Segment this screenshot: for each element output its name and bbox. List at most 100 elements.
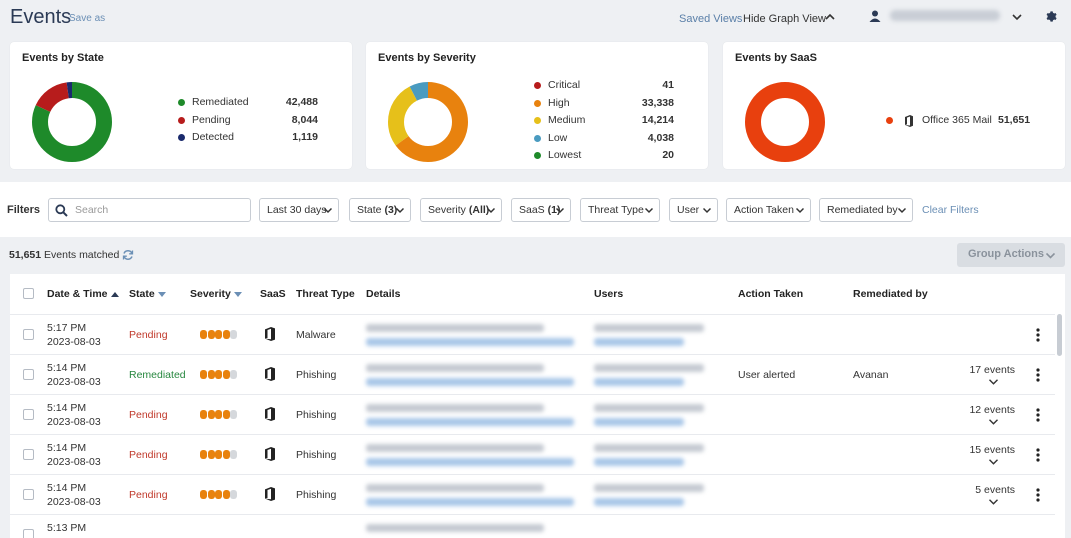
search-input[interactable]: Search (48, 198, 251, 222)
chevron-down-icon[interactable] (989, 499, 998, 505)
users-link-redacted[interactable] (594, 338, 684, 346)
legend-dot (534, 152, 541, 159)
details-redacted[interactable] (366, 524, 544, 532)
row-events-count[interactable]: 17 events (969, 364, 1015, 376)
column-header-details[interactable]: Details (366, 288, 401, 300)
row-checkbox[interactable] (23, 369, 34, 380)
severity-segment (207, 450, 215, 459)
more-options-icon[interactable] (1036, 448, 1040, 462)
legend-label: Detected (192, 131, 235, 143)
column-header-action-taken[interactable]: Action Taken (738, 288, 804, 300)
filter-user[interactable]: User (669, 198, 718, 222)
hide-graph-view-button[interactable]: Hide Graph View (743, 13, 826, 25)
legend-dot (178, 99, 185, 106)
filter-state[interactable]: State (3) (349, 198, 411, 222)
users-link-redacted[interactable] (594, 458, 684, 466)
table-scrollbar[interactable] (1057, 314, 1062, 356)
select-all-checkbox[interactable] (23, 288, 34, 299)
legend-item-pending[interactable]: Pending 8,044 (178, 114, 318, 128)
refresh-icon[interactable] (122, 249, 134, 261)
legend-item-low[interactable]: Low 4,038 (534, 132, 674, 146)
row-checkbox[interactable] (23, 329, 34, 340)
users-redacted (594, 364, 704, 372)
row-checkbox[interactable] (23, 529, 34, 538)
severity-indicator (200, 330, 237, 339)
events-table: Date & Time State Severity SaaS Threat T… (10, 274, 1065, 538)
details-redacted[interactable] (366, 444, 544, 452)
more-options-icon[interactable] (1036, 328, 1040, 342)
filter-remediated-by[interactable]: Remediated by (819, 198, 913, 222)
details-redacted[interactable] (366, 404, 544, 412)
filter-threat-type[interactable]: Threat Type (580, 198, 660, 222)
row-events-count[interactable]: 5 events (975, 484, 1015, 496)
column-header-remediated-by[interactable]: Remediated by (853, 288, 928, 300)
details-link-redacted[interactable] (366, 498, 574, 506)
table-row[interactable]: 5:14 PM 2023-08-03 Pending Phishing 5 events (10, 474, 1055, 514)
legend-item-remediated[interactable]: Remediated 42,488 (178, 96, 318, 110)
table-row[interactable]: 5:14 PM 2023-08-03 Pending Phishing 15 event… (10, 434, 1055, 474)
legend-item-critical[interactable]: Critical 41 (534, 79, 674, 93)
filter-action-taken[interactable]: Action Taken (726, 198, 811, 222)
legend-item-lowest[interactable]: Lowest 20 (534, 149, 674, 163)
saved-views-link[interactable]: Saved Views (679, 13, 743, 25)
column-header-date[interactable]: Date & Time (47, 288, 119, 300)
details-redacted[interactable] (366, 484, 544, 492)
table-row[interactable]: 5:14 PM 2023-08-03 Remediated Phishing User … (10, 354, 1055, 394)
users-redacted (594, 484, 704, 492)
filter-saas[interactable]: SaaS (1) (511, 198, 571, 222)
severity-indicator (200, 450, 237, 459)
row-checkbox[interactable] (23, 449, 34, 460)
state-donut-chart[interactable] (30, 80, 114, 164)
group-actions-button[interactable]: Group Actions (957, 243, 1065, 267)
card-title: Events by Severity (378, 52, 476, 64)
saas-donut-chart[interactable] (743, 80, 827, 164)
column-header-state[interactable]: State (129, 288, 166, 300)
row-checkbox[interactable] (23, 489, 34, 500)
users-link-redacted[interactable] (594, 418, 684, 426)
users-link-redacted[interactable] (594, 498, 684, 506)
chevron-down-icon[interactable] (1012, 12, 1022, 22)
details-redacted[interactable] (366, 364, 544, 372)
filter-severity[interactable]: Severity (All) (420, 198, 502, 222)
more-options-icon[interactable] (1036, 488, 1040, 502)
legend-item-medium[interactable]: Medium 14,214 (534, 114, 674, 128)
table-row[interactable]: 5:14 PM 2023-08-03 Pending Phishing 12 event… (10, 394, 1055, 434)
details-link-redacted[interactable] (366, 418, 574, 426)
clear-filters-link[interactable]: Clear Filters (922, 204, 979, 216)
severity-segment (207, 330, 215, 339)
details-redacted[interactable] (366, 324, 544, 332)
column-header-severity[interactable]: Severity (190, 288, 242, 300)
severity-donut-chart[interactable] (386, 80, 470, 164)
legend-item-detected[interactable]: Detected 1,119 (178, 131, 318, 145)
legend-label: Low (548, 131, 568, 144)
users-link-redacted[interactable] (594, 378, 684, 386)
column-header-threat-type[interactable]: Threat Type (296, 288, 355, 300)
legend-item-high[interactable]: High 33,338 (534, 97, 674, 111)
details-link-redacted[interactable] (366, 458, 574, 466)
filter-date-range[interactable]: Last 30 days (259, 198, 339, 222)
column-header-saas[interactable]: SaaS (260, 288, 286, 300)
more-options-icon[interactable] (1036, 408, 1040, 422)
gear-icon[interactable] (1044, 10, 1057, 23)
details-link-redacted[interactable] (366, 378, 574, 386)
row-events-count[interactable]: 12 events (969, 404, 1015, 416)
details-link-redacted[interactable] (366, 338, 574, 346)
chevron-up-icon[interactable] (825, 12, 835, 22)
user-icon (869, 10, 881, 22)
more-options-icon[interactable] (1036, 368, 1040, 382)
chevron-down-icon[interactable] (989, 459, 998, 465)
chevron-down-icon[interactable] (989, 419, 998, 425)
row-events-count[interactable]: 15 events (969, 444, 1015, 456)
row-time: 5:14 PM (47, 402, 87, 414)
severity-segment (200, 410, 207, 419)
column-header-users[interactable]: Users (594, 288, 624, 300)
save-as-link[interactable]: Save as (69, 13, 106, 24)
row-checkbox[interactable] (23, 409, 34, 420)
legend-item-office365[interactable]: Office 365 Mail 51,651 (886, 114, 1046, 128)
table-row[interactable]: 5:13 PM (10, 514, 1055, 538)
table-row[interactable]: 5:17 PM 2023-08-03 Pending Malware (10, 314, 1055, 354)
events-by-saas-card: Events by SaaS Office 365 Mail 51,651 (723, 42, 1065, 169)
user-email-redacted[interactable] (890, 10, 1000, 21)
chevron-down-icon[interactable] (989, 379, 998, 385)
sort-desc-icon (233, 291, 242, 297)
